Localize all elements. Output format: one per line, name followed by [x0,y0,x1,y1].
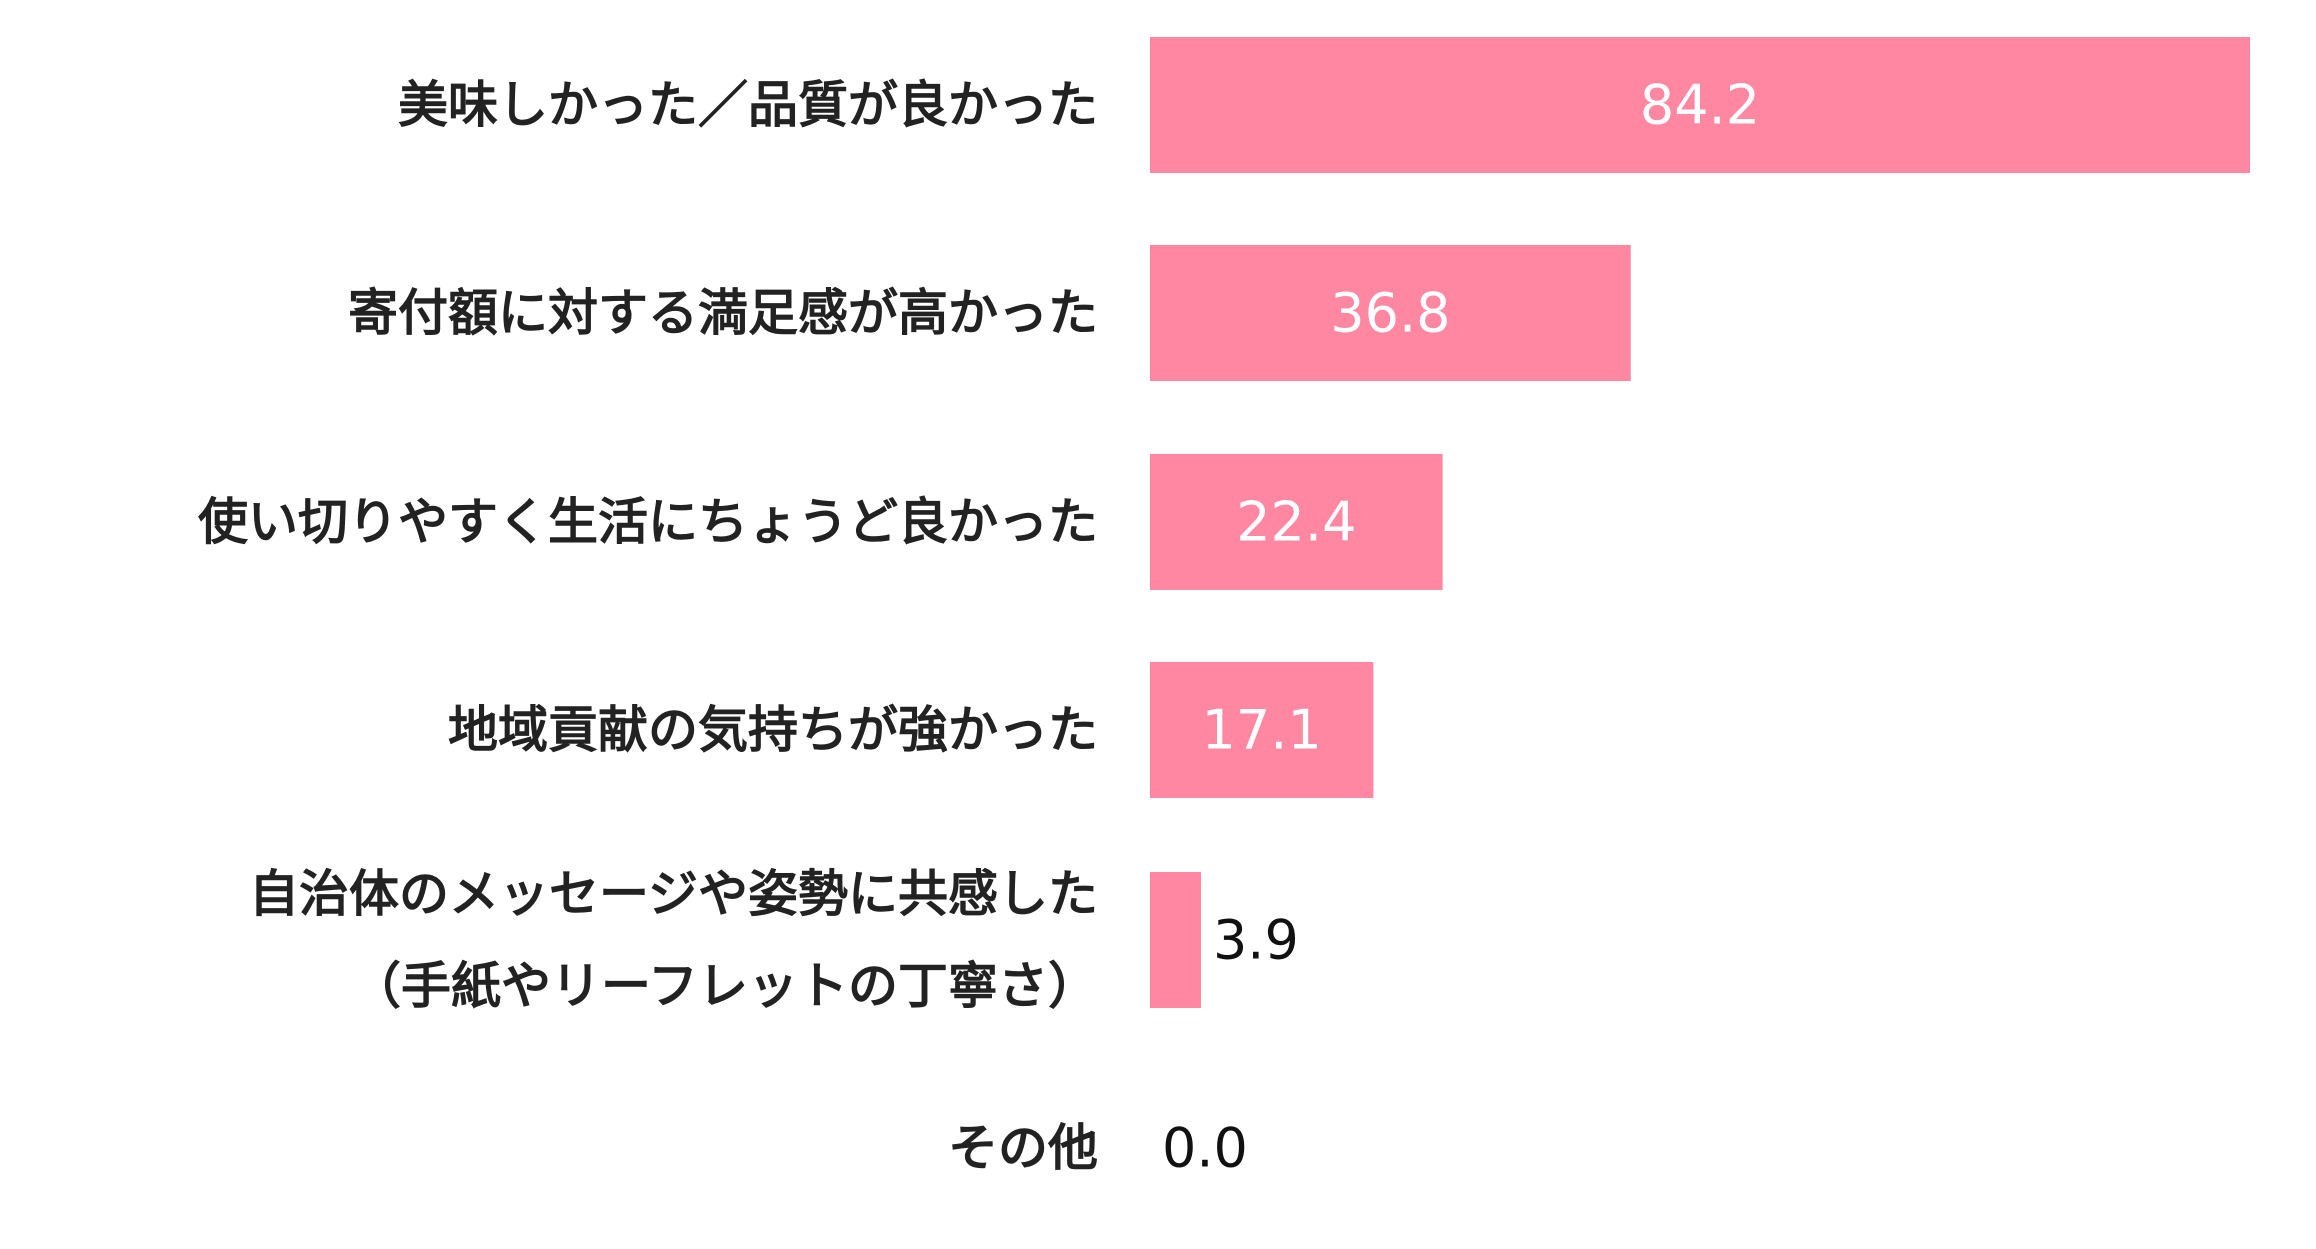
bar-value-label: 22.4 [1236,491,1356,554]
category-label: 自治体のメッセージや姿勢に共感した [249,865,1098,923]
bar [1150,872,1201,1008]
category-label: （手紙やリーフレットの丁寧さ） [351,957,1098,1015]
category-label: 地域貢献の気持ちが強かった [448,701,1098,759]
bar-value-label: 84.2 [1640,74,1760,137]
category-label: 美味しかった／品質が良かった [398,76,1098,134]
bar-value-label: 0.0 [1162,1117,1248,1180]
bar-value-label: 36.8 [1330,282,1450,345]
bar-value-label: 17.1 [1202,699,1322,762]
bar [1150,245,1631,381]
bar [1150,37,2250,173]
bar [1150,454,1443,590]
value-labels-layer: 84.2 36.8 22.4 17.1 3.9 0.0 [1162,74,1760,1180]
category-label: その他 [948,1119,1098,1177]
category-label: 寄付額に対する満足感が高かった [348,284,1098,342]
bar [1150,662,1374,798]
bars-layer [1150,37,2250,1008]
category-label: 使い切りやすく生活にちょうど良かった [198,493,1098,551]
category-labels-layer: 美味しかった／品質が良かった寄付額に対する満足感が高かった使い切りやすく生活にち… [198,76,1098,1177]
bar-value-label: 3.9 [1213,909,1299,972]
